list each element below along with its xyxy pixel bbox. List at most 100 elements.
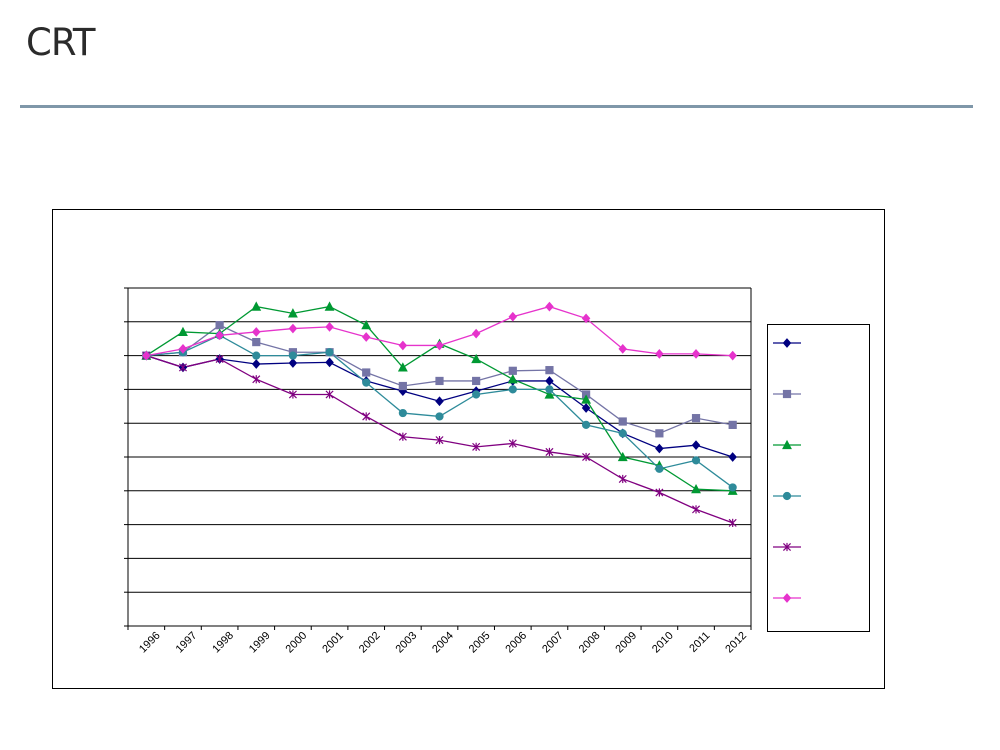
- series-3-point: [287, 308, 298, 318]
- series-5-point: [472, 442, 481, 451]
- series-3-point: [617, 451, 628, 462]
- series-2-point: [618, 417, 627, 426]
- series-2-point: [362, 368, 371, 377]
- series-5-point: [215, 354, 224, 364]
- series-6-point: [545, 301, 554, 312]
- series-line-4: [146, 334, 734, 488]
- series-6-point: [508, 311, 518, 322]
- series-4-point: [545, 385, 554, 394]
- series-5-point: [288, 390, 297, 399]
- series-1-point: [435, 396, 444, 407]
- series-1-point: [691, 440, 701, 451]
- chart-legend: [767, 324, 870, 632]
- series-6-point: [728, 350, 737, 361]
- x-tick-label: 1998: [210, 630, 236, 656]
- legend-swatch: [773, 542, 801, 552]
- series-6-point: [361, 332, 371, 342]
- x-tick-label: 1999: [247, 630, 273, 656]
- x-tick-label: 2002: [357, 630, 383, 656]
- series-2-point: [435, 376, 444, 386]
- x-tick-label: 2010: [650, 630, 676, 656]
- legend-marker: [782, 439, 792, 450]
- legend-marker: [782, 491, 792, 501]
- legend-item: [771, 489, 866, 503]
- series-3-point: [397, 362, 408, 372]
- series-6-point: [215, 330, 224, 341]
- legend-item: [771, 540, 866, 554]
- series-3-point: [544, 389, 555, 399]
- crt-logo: CRT: [26, 21, 95, 64]
- series-6-point: [251, 327, 261, 337]
- series-6-point: [178, 343, 188, 354]
- legend-swatch: [773, 389, 801, 399]
- series-3-point: [178, 326, 188, 337]
- series-3-point: [691, 483, 701, 494]
- series-4-point: [655, 464, 664, 473]
- chart-area: 1996 1997 1998 1999 2000 2001 2002 2003 2004 2005…: [52, 209, 885, 689]
- series-4-point: [435, 412, 444, 421]
- series-4-point: [325, 348, 334, 357]
- series-5-point: [325, 390, 334, 399]
- legend-marker: [782, 389, 792, 399]
- series-4-point: [252, 351, 261, 360]
- series-2-point: [215, 321, 224, 330]
- series-6-point: [325, 322, 334, 332]
- series-1-point: [325, 357, 334, 368]
- legend-marker: [782, 542, 792, 552]
- legend-swatch: [773, 439, 801, 450]
- series-5-point: [362, 412, 371, 421]
- series-2-point: [508, 366, 517, 375]
- series-4-point: [362, 378, 371, 387]
- series-1-point: [728, 452, 737, 462]
- series-4-point: [508, 385, 517, 394]
- series-1-point: [581, 403, 591, 413]
- x-tick-label: 2003: [393, 630, 419, 656]
- legend-swatch: [773, 338, 801, 348]
- series-4-point: [618, 429, 627, 438]
- series-2-point: [252, 337, 261, 347]
- series-4-point: [472, 390, 481, 399]
- x-tick-label: 1996: [137, 630, 163, 656]
- series-4-point: [728, 483, 737, 492]
- x-tick-label: 2004: [430, 630, 456, 656]
- legend-item: [771, 336, 866, 350]
- series-4-point: [288, 351, 298, 360]
- series-6-point: [655, 349, 664, 359]
- series-5-point: [692, 505, 701, 514]
- series-5-point: [508, 439, 517, 448]
- series-1-point: [288, 358, 298, 368]
- series-5-point: [398, 432, 407, 441]
- series-6-point: [581, 313, 591, 324]
- series-5-point: [545, 447, 554, 457]
- series-6-point: [618, 343, 628, 354]
- x-tick-label: 2006: [503, 630, 529, 656]
- series-6-point: [471, 328, 481, 339]
- x-tick-label: 2012: [723, 630, 749, 656]
- series-2-point: [691, 414, 701, 423]
- series-4-point: [581, 420, 591, 429]
- series-4-point: [691, 456, 701, 465]
- series-5-point: [618, 474, 627, 484]
- x-tick-label: 2000: [284, 630, 310, 656]
- x-tick-label: 2007: [540, 630, 566, 656]
- x-tick-label: 1997: [174, 630, 200, 656]
- series-2-point: [728, 420, 737, 429]
- series-2-point: [655, 429, 664, 438]
- series-1-point: [251, 359, 261, 369]
- x-tick-label: 2001: [320, 630, 346, 656]
- series-1-point: [545, 376, 554, 386]
- series-3-point: [581, 394, 592, 404]
- series-3-point: [471, 353, 482, 364]
- legend-item: [771, 387, 866, 401]
- series-2-point: [398, 381, 407, 391]
- series-5-point: [728, 518, 737, 528]
- x-tick-label: 2011: [687, 630, 712, 655]
- series-3-point: [361, 320, 372, 330]
- legend-marker: [782, 338, 792, 348]
- series-2-point: [472, 376, 481, 386]
- series-5-point: [655, 488, 664, 497]
- series-2-point: [545, 366, 554, 375]
- legend-item: [771, 591, 866, 605]
- series-6-point: [142, 350, 151, 361]
- series-5-point: [582, 452, 591, 462]
